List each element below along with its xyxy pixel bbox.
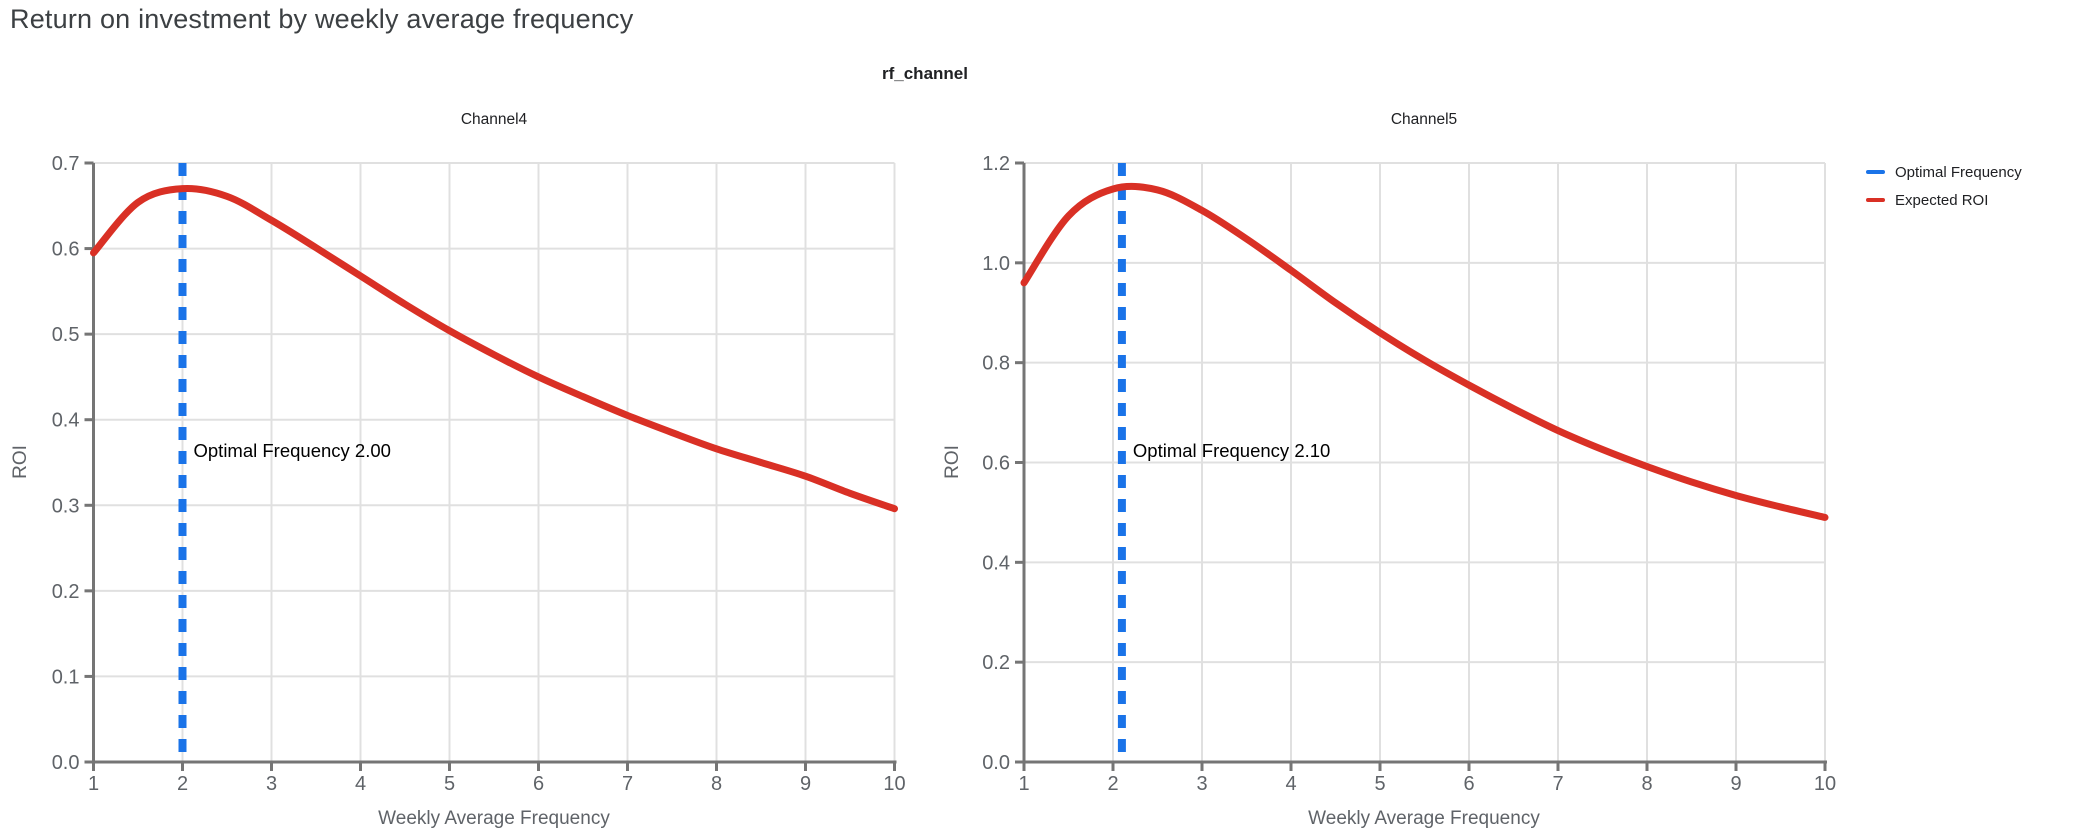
grid-layer (1024, 162, 1826, 763)
y-tick-label: 0.4 (52, 410, 80, 432)
x-tick-label: 8 (711, 773, 722, 795)
chart-title: Channel4 (461, 111, 528, 128)
x-tick-label: 10 (1814, 773, 1836, 795)
y-tick-label: 0.6 (982, 453, 1010, 475)
x-tick-label: 7 (622, 773, 633, 795)
x-tick-label: 8 (1641, 773, 1652, 795)
chart-channel5: 0.0 0.2 0.4 0.6 0.8 1.0 1.2 1 2 3 4 5 6 7 8 9 10 Optimal… (942, 111, 1836, 829)
legend: Optimal Frequency Expected ROI (1866, 158, 2022, 214)
x-tick-label: 4 (355, 773, 366, 795)
expected-roi-curve (90, 185, 898, 513)
y-tick-label: 0.0 (52, 752, 80, 774)
y-tick-label: 0.5 (52, 324, 80, 346)
x-tick-label: 7 (1552, 773, 1563, 795)
y-tick-label: 0.0 (982, 752, 1010, 774)
y-tick-label: 0.8 (982, 353, 1010, 375)
y-tick-label: 0.2 (52, 581, 80, 603)
legend-item-optimal-frequency: Optimal Frequency (1866, 158, 2022, 186)
y-tick-label: 0.6 (52, 239, 80, 261)
x-tick-label: 5 (1374, 773, 1385, 795)
x-tick-label: 9 (800, 773, 811, 795)
legend-item-expected-roi: Expected ROI (1866, 186, 2022, 214)
x-tick-label: 9 (1730, 773, 1741, 795)
y-tick-label: 0.3 (52, 495, 80, 517)
axis-layer: 0.0 0.1 0.2 0.3 0.4 0.5 0.6 0.7 1 2 3 4 5 6 7 8 9 10 (52, 153, 906, 795)
x-axis-title: Weekly Average Frequency (1308, 808, 1540, 829)
x-tick-label: 1 (1018, 773, 1029, 795)
y-tick-label: 0.7 (52, 153, 80, 175)
optimal-frequency-swatch-icon (1866, 170, 1885, 174)
legend-label: Optimal Frequency (1895, 163, 2022, 181)
x-tick-label: 10 (883, 773, 905, 795)
y-tick-label: 0.2 (982, 652, 1010, 674)
y-axis-title: ROI (10, 445, 31, 479)
x-tick-label: 6 (533, 773, 544, 795)
chart-channel4: 0.0 0.1 0.2 0.3 0.4 0.5 0.6 0.7 1 2 3 4 5 6 7 8 9 10 Opti… (10, 111, 906, 829)
x-tick-label: 1 (88, 773, 99, 795)
x-tick-label: 4 (1285, 773, 1296, 795)
y-tick-label: 1.0 (982, 253, 1010, 275)
y-tick-label: 1.2 (982, 153, 1010, 175)
x-tick-label: 6 (1463, 773, 1474, 795)
y-tick-label: 0.4 (982, 552, 1010, 574)
optimal-frequency-annotation: Optimal Frequency 2.10 (1133, 440, 1330, 461)
page-title: Return on investment by weekly average f… (10, 4, 634, 34)
x-tick-label: 3 (266, 773, 277, 795)
axis-layer: 0.0 0.2 0.4 0.6 0.8 1.0 1.2 1 2 3 4 5 6 7 8 9 10 (982, 153, 1836, 795)
y-axis-title: ROI (942, 445, 963, 479)
x-tick-label: 5 (444, 773, 455, 795)
x-axis-title: Weekly Average Frequency (378, 808, 610, 829)
chart-title: Channel5 (1391, 111, 1457, 128)
y-tick-label: 0.1 (52, 666, 80, 688)
x-tick-label: 2 (177, 773, 188, 795)
expected-roi-curve (1020, 182, 1829, 521)
legend-label: Expected ROI (1895, 191, 1989, 209)
grid-layer (93, 162, 896, 763)
x-tick-label: 2 (1107, 773, 1118, 795)
x-tick-label: 3 (1196, 773, 1207, 795)
expected-roi-swatch-icon (1866, 198, 1885, 202)
optimal-frequency-annotation: Optimal Frequency 2.00 (194, 440, 391, 461)
facet-title: rf_channel (882, 64, 968, 83)
